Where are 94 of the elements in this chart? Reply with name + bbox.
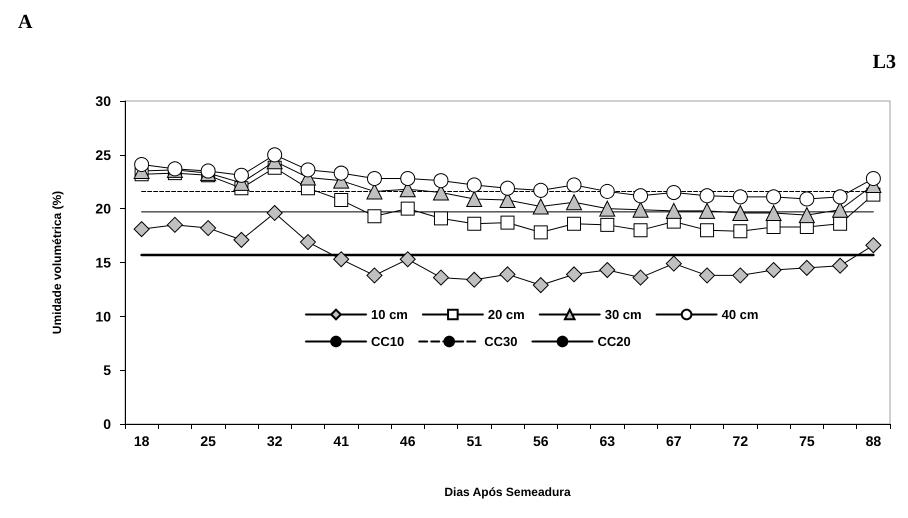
point [566, 194, 582, 210]
legend-label: 30 cm [604, 307, 642, 322]
x-tick-label: 46 [400, 433, 416, 449]
point [666, 256, 682, 272]
point [766, 220, 781, 234]
x-tick-label: 72 [732, 433, 748, 449]
x-axis-title: Dias Após Semeadura [444, 485, 571, 499]
point [666, 185, 682, 200]
x-tick-label: 63 [599, 433, 616, 449]
point [599, 262, 616, 278]
point [732, 189, 748, 204]
point [466, 190, 482, 207]
legend-label: CC10 [371, 334, 404, 349]
legend-label: CC30 [484, 334, 518, 349]
point [334, 193, 348, 208]
point [534, 225, 548, 240]
legend-label: 40 cm [722, 307, 758, 322]
point [166, 216, 183, 233]
point [333, 251, 350, 268]
x-tick-label: 88 [866, 433, 882, 449]
point [699, 202, 716, 219]
y-tick-label: 30 [95, 93, 112, 109]
x-tick-label: 75 [799, 433, 815, 449]
point [632, 270, 649, 286]
point [798, 207, 815, 224]
point [400, 202, 415, 216]
point [699, 267, 716, 284]
point [798, 260, 815, 276]
y-tick-label: 20 [95, 200, 112, 217]
point [632, 202, 649, 218]
point [766, 189, 782, 204]
point [466, 272, 482, 288]
point [532, 277, 549, 294]
x-tick-label: 51 [466, 433, 482, 449]
point [266, 204, 283, 221]
point [865, 237, 882, 254]
point [532, 198, 549, 215]
point [700, 188, 715, 204]
x-tick-label: 32 [266, 433, 283, 449]
point [300, 162, 316, 178]
point [733, 224, 748, 238]
y-tick-label: 15 [95, 254, 112, 270]
point [599, 200, 616, 217]
x-tick-label: 25 [200, 433, 216, 449]
point [832, 189, 848, 204]
point [766, 204, 782, 221]
point [233, 232, 250, 248]
legend-label: 10 cm [371, 307, 408, 322]
point [367, 209, 382, 224]
y-tick-label: 10 [95, 308, 112, 324]
point [400, 171, 416, 186]
point [566, 266, 582, 282]
text: A [18, 11, 33, 33]
point [267, 147, 282, 162]
point [732, 267, 748, 284]
point [832, 258, 848, 274]
y-axis-title: Umidade volumétrica (%) [50, 190, 64, 334]
y-tick-label: 25 [95, 146, 112, 163]
point [500, 216, 514, 230]
legend-label: CC20 [597, 334, 631, 349]
text: L3 [872, 51, 896, 73]
point [432, 270, 449, 286]
point [134, 221, 150, 238]
point [433, 173, 448, 188]
point [833, 216, 848, 231]
x-tick-label: 67 [666, 433, 682, 449]
point [533, 182, 548, 198]
point [732, 204, 748, 221]
x-tick-label: 18 [134, 433, 150, 449]
point [766, 262, 782, 278]
point [300, 234, 316, 250]
legend-label: 20 cm [488, 307, 525, 322]
point [200, 220, 216, 236]
point [334, 166, 349, 181]
point [200, 163, 216, 178]
point [634, 223, 648, 238]
point [866, 171, 881, 186]
point [467, 216, 482, 231]
x-tick-label: 56 [532, 433, 549, 449]
point [234, 168, 249, 183]
point [366, 267, 382, 284]
point [567, 216, 582, 231]
point [633, 188, 648, 204]
y-tick-label: 5 [103, 362, 112, 378]
point [666, 202, 682, 219]
point [400, 251, 416, 268]
y-tick-label: 0 [103, 416, 112, 432]
x-tick-label: 41 [333, 433, 350, 449]
point [434, 211, 448, 226]
point [600, 218, 614, 232]
point [500, 266, 516, 282]
point [700, 223, 714, 238]
point [500, 180, 515, 196]
point [134, 157, 150, 172]
